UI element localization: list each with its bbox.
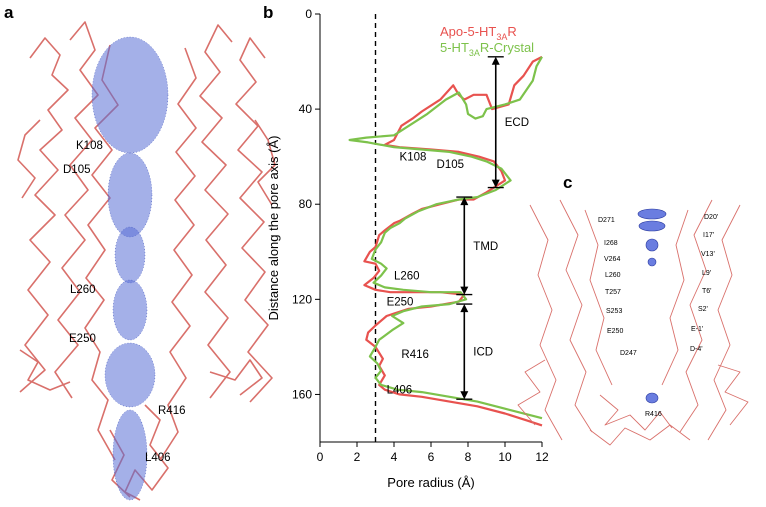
label-c-e-1: E-1' <box>691 326 703 333</box>
pore-cavity-dots <box>91 36 169 501</box>
annotation-l406: L406 <box>387 385 413 397</box>
pore-residue-labels-left: D271 I268 V264 L260 T257 S253 E250 D247 <box>598 217 637 357</box>
x-tick-label: 2 <box>354 450 361 464</box>
region-label-icd: ICD <box>473 347 493 359</box>
y-tick-label: 120 <box>292 292 312 306</box>
label-c-l260: L260 <box>605 272 621 279</box>
label-c-d247: D247 <box>620 350 637 357</box>
y-tick-label: 40 <box>299 102 313 116</box>
x-tick-label: 4 <box>391 450 398 464</box>
annotation-d105: D105 <box>437 159 465 171</box>
panel-b-letter: b <box>263 3 273 22</box>
label-c-v13: V13' <box>701 251 715 258</box>
label-c-l9: L9' <box>702 270 711 277</box>
label-a-r416: R416 <box>158 405 186 417</box>
x-axis-title: Pore radius (Å) <box>387 475 474 490</box>
label-c-d-4: D-4' <box>690 346 703 353</box>
bracket-arrow-down-tmd <box>460 286 469 295</box>
panel-c: c D271 I268 V264 L260 T257 S253 <box>517 173 749 446</box>
label-c-v264: V264 <box>604 256 620 263</box>
series-line-apo <box>363 55 543 427</box>
y-tick-label: 0 <box>305 7 312 21</box>
region-label-tmd: TMD <box>473 241 498 253</box>
bracket-arrow-down-ecd <box>491 179 500 188</box>
annotation-k108: K108 <box>400 152 427 164</box>
panel-a-letter: a <box>4 3 14 22</box>
label-a-e250: E250 <box>69 333 96 345</box>
label-a-l260: L260 <box>70 284 96 296</box>
label-c-t6: T6' <box>702 288 712 295</box>
protein-backbone-c <box>517 199 749 446</box>
x-tick-label: 6 <box>428 450 435 464</box>
series-line-crystal <box>348 56 543 420</box>
bracket-arrow-down-icd <box>460 391 469 400</box>
x-tick-label: 8 <box>465 450 472 464</box>
legend-crystal: 5-HT3AR-Crystal <box>440 40 534 58</box>
annotation-r416: R416 <box>401 349 429 361</box>
panel-c-letter: c <box>563 173 572 192</box>
label-c-s2: S2' <box>698 306 708 313</box>
bracket-arrow-up-ecd <box>491 56 500 65</box>
bracket-arrow-up-icd <box>460 304 469 313</box>
annotation-e250: E250 <box>387 297 414 309</box>
label-c-t257: T257 <box>605 289 621 296</box>
x-tick-label: 10 <box>498 450 512 464</box>
label-c-r416: R416 <box>645 411 662 418</box>
pore-residue-labels-right: D20' I17' V13' L9' T6' S2' E-1' D-4' <box>690 214 718 353</box>
label-a-k108: K108 <box>76 140 103 152</box>
y-tick-label: 160 <box>292 387 312 401</box>
label-c-d271: D271 <box>598 217 615 224</box>
panel-a: a K108 D105 L260 E250 R416 L40 <box>4 3 276 501</box>
y-axis-title: Distance along the pore axis (Å) <box>266 136 281 321</box>
label-c-s253: S253 <box>606 308 622 315</box>
ion-density-blobs <box>637 208 667 404</box>
annotation-l260: L260 <box>394 271 420 283</box>
label-a-d105: D105 <box>63 164 91 176</box>
x-tick-label: 12 <box>535 450 549 464</box>
label-c-e250: E250 <box>607 328 623 335</box>
bracket-arrow-up-tmd <box>460 197 469 206</box>
label-c-i268: I268 <box>604 240 618 247</box>
label-c-i17: I17' <box>703 232 714 239</box>
legend-apo: Apo-5-HT3AR <box>440 24 517 42</box>
x-tick-label: 0 <box>317 450 324 464</box>
label-c-d20: D20' <box>704 214 718 221</box>
label-a-l406: L406 <box>145 452 171 464</box>
region-label-ecd: ECD <box>505 117 529 129</box>
y-tick-label: 80 <box>299 197 313 211</box>
